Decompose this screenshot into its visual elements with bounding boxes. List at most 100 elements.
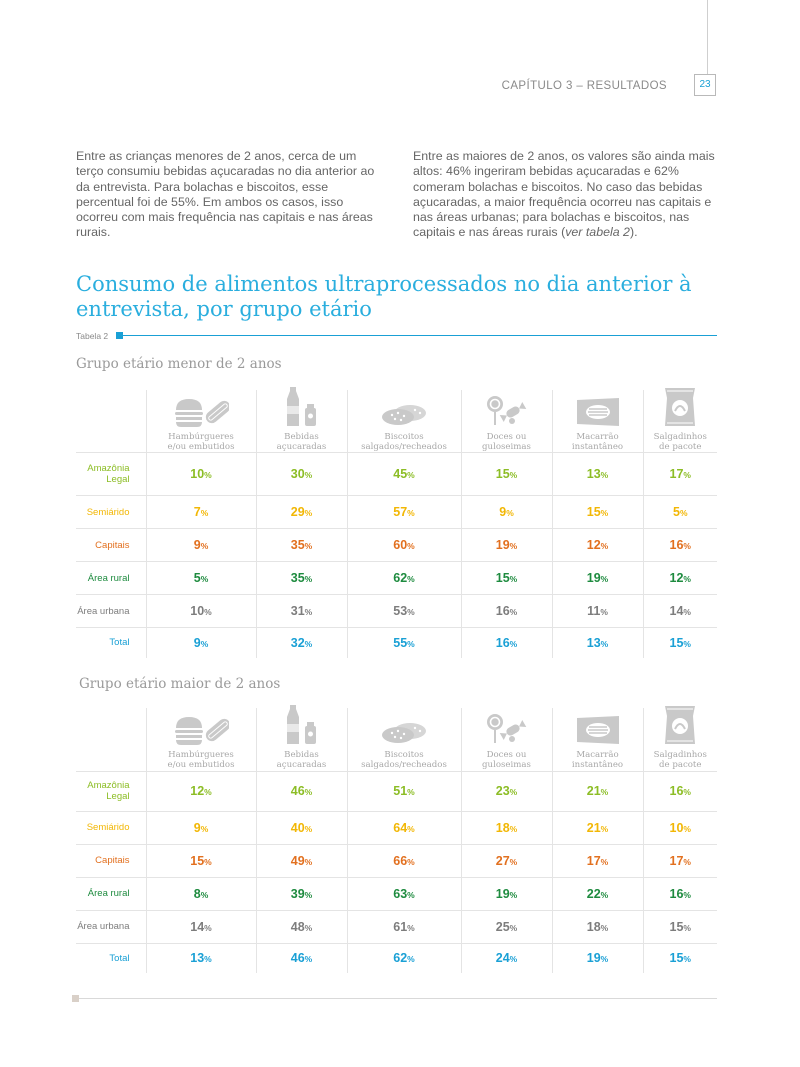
table-row: Capitais 9% 35% 60% 19% 12% 16% (76, 528, 717, 562)
value-cell: 17% (642, 452, 717, 496)
value-cell: 46% (255, 942, 347, 973)
value-cell: 19% (551, 561, 643, 595)
value-cell: 61% (346, 909, 461, 943)
value-cell: 12% (551, 528, 643, 562)
value-cell: 10% (145, 452, 256, 496)
value-cell: 62% (346, 942, 461, 973)
value-number: 40 (290, 820, 305, 835)
value-cell: 15% (551, 495, 643, 529)
percent-sign: % (200, 823, 209, 834)
percent-sign: % (204, 856, 212, 867)
row-label: Semiárido (76, 810, 146, 844)
percent-sign: % (407, 638, 415, 649)
value-cell: 12% (642, 561, 717, 595)
value-number: 18 (586, 919, 601, 934)
column-header-line1: Salgadinhos (653, 432, 707, 442)
value-number: 31 (290, 604, 305, 618)
value-number: 23 (495, 784, 510, 798)
table-row: Total 9% 32% 55% 16% 13% 15% (76, 627, 717, 658)
value-number: 14 (669, 604, 684, 618)
percent-sign: % (683, 638, 691, 649)
value-cell: 15% (642, 627, 717, 658)
value-number: 57 (393, 505, 408, 519)
value-number: 29 (290, 505, 305, 519)
value-cell: 21% (551, 770, 643, 811)
row-label: Total (76, 942, 146, 973)
table-row: Área urbana 14% 48% 61% 25% 18% 15% (76, 909, 717, 943)
column-header: Salgadinhos de pacote (642, 388, 718, 453)
value-cell: 45% (346, 452, 461, 496)
percent-sign: % (600, 607, 608, 617)
value-cell: 40% (255, 810, 347, 844)
value-number: 21 (586, 784, 601, 798)
percent-sign: % (509, 856, 518, 867)
value-number: 45 (393, 467, 408, 481)
value-cell: 9% (145, 528, 256, 562)
column-header-line2: de pacote (659, 442, 702, 452)
value-number: 18 (495, 820, 510, 835)
value-cell: 16% (642, 528, 717, 562)
value-cell: 9% (460, 495, 552, 529)
value-number: 61 (393, 919, 408, 934)
percent-sign: % (304, 787, 313, 797)
value-cell: 63% (346, 876, 461, 910)
value-number: 19 (495, 886, 510, 901)
percent-sign: % (407, 954, 415, 965)
value-cell: 9% (145, 627, 256, 658)
value-number: 24 (495, 951, 510, 966)
percent-sign: % (204, 954, 212, 965)
percent-sign: % (304, 823, 313, 834)
column-header-line1: Macarrão (576, 750, 619, 760)
value-cell: 53% (346, 594, 461, 628)
percent-sign: % (600, 954, 609, 965)
value-cell: 57% (346, 495, 461, 529)
percent-sign: % (407, 607, 415, 617)
column-header: Salgadinhos de pacote (642, 706, 717, 771)
percent-sign: % (407, 541, 415, 551)
percent-sign: % (509, 541, 518, 551)
value-number: 11 (587, 604, 601, 618)
page-number: 23 (694, 74, 716, 96)
value-number: 51 (393, 784, 408, 798)
hamburger-hotdog-icon (147, 708, 256, 746)
column-header: Macarrão instantâneo (551, 390, 643, 453)
percent-sign: % (304, 470, 313, 480)
value-cell: 17% (642, 843, 717, 877)
value-number: 17 (586, 853, 601, 868)
value-number: 25 (495, 919, 510, 934)
value-cell: 62% (346, 561, 461, 595)
column-header: Macarrão instantâneo (551, 708, 643, 771)
value-cell: 13% (551, 452, 643, 496)
group-title-over-2: Grupo etário maior de 2 anos (79, 676, 281, 692)
percent-sign: % (200, 541, 209, 551)
chips-bag-icon (644, 388, 718, 428)
percent-sign: % (304, 574, 313, 584)
value-cell: 16% (642, 876, 717, 910)
percent-sign: % (679, 508, 688, 518)
value-number: 10 (669, 820, 684, 835)
value-number: 62 (393, 571, 408, 585)
value-cell: 7% (145, 495, 256, 529)
percent-sign: % (407, 823, 415, 834)
value-number: 8 (193, 886, 201, 901)
percent-sign: % (407, 574, 415, 584)
percent-sign: % (204, 470, 212, 480)
intro-paragraph-right: Entre as maiores de 2 anos, os valores s… (413, 149, 719, 241)
value-number: 49 (290, 853, 305, 868)
table-row: Área rural 8% 39% 63% 19% 22% 16% (76, 876, 717, 910)
value-cell: 55% (346, 627, 461, 658)
percent-sign: % (407, 787, 415, 797)
percent-sign: % (600, 638, 609, 649)
value-cell: 66% (346, 843, 461, 877)
value-cell: 12% (145, 770, 256, 811)
value-number: 17 (669, 853, 684, 868)
value-number: 15 (586, 505, 601, 519)
percent-sign: % (509, 954, 518, 965)
value-number: 53 (393, 604, 408, 618)
column-header-line1: Biscoitos (384, 750, 424, 760)
column-header-line2: açucaradas (276, 442, 327, 452)
value-cell: 21% (551, 810, 643, 844)
column-header-line2: e/ou embutidos (167, 442, 235, 452)
percent-sign: % (683, 823, 691, 834)
column-header-line1: Salgadinhos (653, 750, 707, 760)
